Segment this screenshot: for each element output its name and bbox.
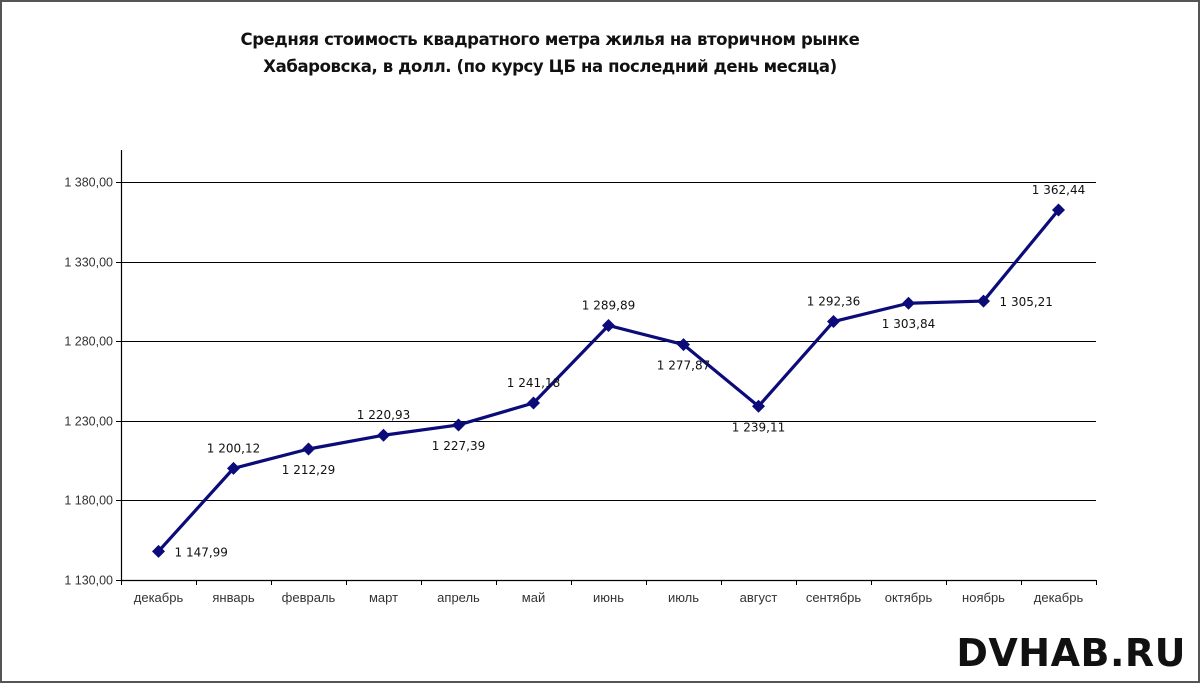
x-tick-label: январь [212, 590, 254, 605]
diamond-marker [602, 318, 615, 332]
data-series [152, 203, 1065, 558]
data-label: 1 292,36 [807, 295, 860, 309]
diamond-marker [527, 396, 540, 410]
diamond-marker [302, 442, 315, 456]
diamond-marker [377, 428, 390, 442]
x-tick-label: июль [668, 590, 699, 605]
watermark-logo: DVHAB.RU [956, 631, 1186, 675]
x-tick-label: декабрь [1034, 590, 1084, 605]
diamond-marker [452, 418, 465, 432]
diamond-marker [827, 315, 840, 329]
x-tick-label: август [740, 590, 778, 605]
data-label: 1 241,18 [507, 376, 560, 390]
data-label: 1 239,11 [732, 420, 785, 434]
axes [120, 150, 1096, 582]
y-tick-label: 1 180,00 [64, 494, 113, 508]
x-tick-label: февраль [282, 590, 336, 605]
x-tick-label: ноябрь [962, 590, 1005, 605]
data-label: 1 227,39 [432, 439, 485, 453]
x-tick-label: май [522, 590, 545, 605]
y-axis-ticks: 1 130,00 1 180,00 1 230,00 1 280,00 1 330,00… [64, 176, 121, 588]
data-label: 1 212,29 [282, 463, 335, 477]
diamond-marker [752, 399, 765, 413]
chart-title-line-1: Средняя стоимость квадратного метра жиль… [240, 30, 860, 49]
data-label: 1 362,44 [1032, 183, 1085, 197]
diamond-marker [677, 338, 690, 352]
x-tick-label: октябрь [885, 590, 933, 605]
x-axis-ticks: декабрь январь февраль март апрель май июнь июл… [121, 580, 1097, 605]
x-tick-label: декабрь [134, 590, 184, 605]
data-labels: 1 147,99 1 200,12 1 212,29 1 220,93 1 227,39… [175, 183, 1086, 559]
y-tick-label: 1 280,00 [64, 335, 113, 349]
data-label: 1 147,99 [175, 545, 228, 559]
diamond-marker [1052, 203, 1065, 217]
x-tick-label: июнь [593, 590, 624, 605]
data-label: 1 305,21 [1000, 295, 1053, 309]
diamond-marker [152, 544, 165, 558]
data-label: 1 289,89 [582, 298, 635, 312]
gridlines [121, 182, 1096, 501]
diamond-marker [977, 294, 990, 308]
data-label: 1 277,87 [657, 359, 710, 373]
y-tick-label: 1 330,00 [64, 256, 113, 270]
data-label: 1 303,84 [882, 317, 935, 331]
x-tick-label: апрель [437, 590, 480, 605]
y-tick-label: 1 230,00 [64, 415, 113, 429]
x-tick-label: март [369, 590, 398, 605]
diamond-marker [902, 296, 915, 310]
data-label: 1 200,12 [207, 441, 260, 455]
diamond-marker [227, 461, 240, 475]
y-tick-label: 1 380,00 [64, 176, 113, 190]
chart-title: Средняя стоимость квадратного метра жиль… [150, 26, 950, 80]
data-label: 1 220,93 [357, 408, 410, 422]
chart-title-line-2: Хабаровска, в долл. (по курсу ЦБ на посл… [263, 57, 837, 76]
x-tick-label: сентябрь [806, 590, 862, 605]
y-tick-label: 1 130,00 [64, 574, 113, 588]
